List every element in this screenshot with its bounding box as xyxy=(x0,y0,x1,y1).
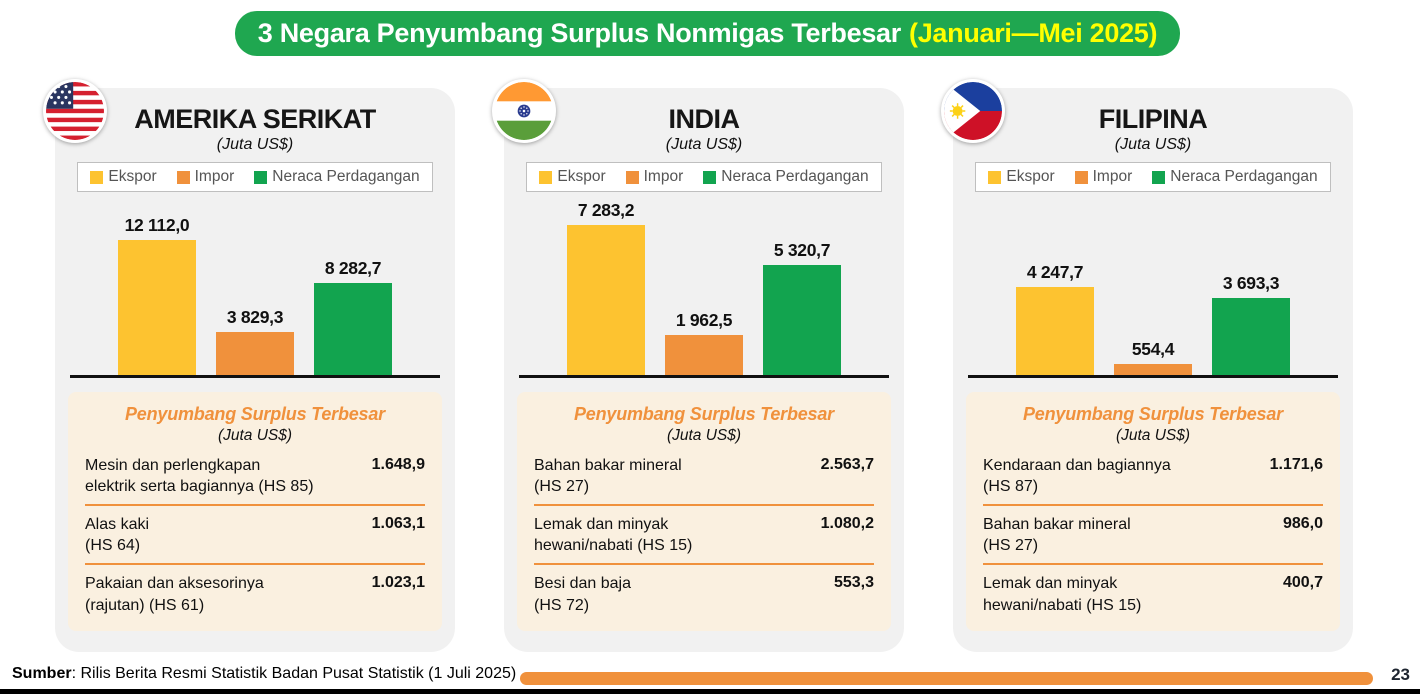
bar-ekspor: 4 247,7 xyxy=(1016,262,1094,375)
bar-chart: 12 112,0 3 829,3 8 282,7 xyxy=(70,198,440,378)
neraca-swatch-icon xyxy=(1152,170,1166,184)
bar-neraca: 5 320,7 xyxy=(763,240,841,375)
bar-chart: 4 247,7 554,4 3 693,3 xyxy=(968,198,1338,378)
bar-value-label: 5 320,7 xyxy=(773,240,831,260)
bar-ekspor: 12 112,0 xyxy=(118,215,196,375)
bar-value-label: 554,4 xyxy=(1131,339,1175,359)
legend-item-impor: Impor xyxy=(176,168,234,186)
bar-value-label: 4 247,7 xyxy=(1026,262,1084,282)
bar-value-label: 7 283,2 xyxy=(577,200,635,220)
chart-legend: Ekspor Impor Neraca Perdagangan xyxy=(526,162,882,192)
bar-fill-neraca xyxy=(1212,298,1290,375)
chart-legend: Ekspor Impor Neraca Perdagangan xyxy=(975,162,1331,192)
source-note: Sumber: Rilis Berita Resmi Statistik Bad… xyxy=(12,665,516,683)
bar-fill-neraca xyxy=(314,283,392,375)
legend-item-ekspor: Ekspor xyxy=(988,168,1055,186)
table-row: Bahan bakar mineral (HS 27) 2.563,7 xyxy=(534,456,874,496)
country-name: FILIPINA xyxy=(1098,104,1208,134)
chart-unit: (Juta US$) xyxy=(216,136,294,153)
surplus-table-unit: (Juta US$) xyxy=(666,427,742,444)
surplus-table-title: Penyumbang Surplus Terbesar xyxy=(1022,404,1283,424)
bar-value-label: 3 829,3 xyxy=(226,307,284,327)
neraca-swatch-icon xyxy=(703,170,717,184)
surplus-table: Penyumbang Surplus Terbesar (Juta US$) M… xyxy=(68,392,442,631)
bar-fill-impor xyxy=(216,332,294,375)
chart-unit: (Juta US$) xyxy=(1114,136,1192,153)
table-row: Mesin dan perlengkapan elektrik serta ba… xyxy=(85,456,425,496)
bar-neraca: 3 693,3 xyxy=(1212,273,1290,375)
legend-item-neraca: Neraca Perdagangan xyxy=(703,168,869,186)
impor-swatch-icon xyxy=(176,170,190,184)
source-text: : Rilis Berita Resmi Statistik Badan Pus… xyxy=(71,665,517,682)
bar-fill-ekspor xyxy=(567,225,645,375)
table-row: Bahan bakar mineral (HS 27) 986,0 xyxy=(983,504,1323,563)
surplus-table-title: Penyumbang Surplus Terbesar xyxy=(124,404,385,424)
legend-item-ekspor: Ekspor xyxy=(90,168,157,186)
table-row: Lemak dan minyak hewani/nabati (HS 15) 1… xyxy=(534,504,874,563)
table-row: Lemak dan minyak hewani/nabati (HS 15) 4… xyxy=(983,563,1323,622)
table-row: Pakaian dan aksesorinya (rajutan) (HS 61… xyxy=(85,563,425,622)
legend-item-neraca: Neraca Perdagangan xyxy=(254,168,420,186)
panel-amerika-serikat: AMERIKA SERIKAT (Juta US$) Ekspor Impor … xyxy=(43,79,455,652)
ekspor-swatch-icon xyxy=(539,170,553,184)
bar-neraca: 8 282,7 xyxy=(314,258,392,375)
legend-item-impor: Impor xyxy=(625,168,683,186)
bar-ekspor: 7 283,2 xyxy=(567,200,645,375)
bar-value-label: 3 693,3 xyxy=(1222,273,1280,293)
bar-value-label: 12 112,0 xyxy=(124,215,190,235)
table-row: Besi dan baja (HS 72) 553,3 xyxy=(534,563,874,622)
chart-unit: (Juta US$) xyxy=(665,136,743,153)
ekspor-swatch-icon xyxy=(988,170,1002,184)
surplus-table: Penyumbang Surplus Terbesar (Juta US$) K… xyxy=(966,392,1340,631)
philippines-flag-icon xyxy=(941,79,1005,143)
legend-item-neraca: Neraca Perdagangan xyxy=(1152,168,1318,186)
bar-fill-ekspor xyxy=(118,240,196,375)
neraca-swatch-icon xyxy=(254,170,268,184)
bottom-rule xyxy=(0,689,1420,694)
impor-swatch-icon xyxy=(1074,170,1088,184)
bar-fill-neraca xyxy=(763,265,841,375)
bar-value-label: 1 962,5 xyxy=(675,310,733,330)
page-title-main: 3 Negara Penyumbang Surplus Nonmigas Ter… xyxy=(257,18,902,48)
footer-accent-bar xyxy=(520,672,1373,685)
bar-impor: 3 829,3 xyxy=(216,307,294,375)
us-flag-icon xyxy=(43,79,107,143)
table-row: Alas kaki (HS 64) 1.063,1 xyxy=(85,504,425,563)
panel-filipina: FILIPINA (Juta US$) Ekspor Impor Neraca … xyxy=(941,79,1353,652)
bar-fill-impor xyxy=(1114,364,1192,375)
country-name: INDIA xyxy=(668,104,741,134)
ekspor-swatch-icon xyxy=(90,170,104,184)
chart-legend: Ekspor Impor Neraca Perdagangan xyxy=(77,162,433,192)
table-row: Kendaraan dan bagiannya (HS 87) 1.171,6 xyxy=(983,456,1323,496)
bar-fill-impor xyxy=(665,335,743,375)
surplus-table-unit: (Juta US$) xyxy=(1115,427,1191,444)
country-name: AMERIKA SERIKAT xyxy=(134,104,376,134)
page-title: 3 Negara Penyumbang Surplus Nonmigas Ter… xyxy=(235,11,1180,56)
page-number: 23 xyxy=(1391,665,1410,684)
surplus-table-title: Penyumbang Surplus Terbesar xyxy=(573,404,834,424)
legend-item-ekspor: Ekspor xyxy=(539,168,606,186)
panel-india: INDIA (Juta US$) Ekspor Impor Neraca Per… xyxy=(492,79,904,652)
india-flag-icon xyxy=(492,79,556,143)
bar-chart: 7 283,2 1 962,5 5 320,7 xyxy=(519,198,889,378)
surplus-table: Penyumbang Surplus Terbesar (Juta US$) B… xyxy=(517,392,891,631)
bar-impor: 1 962,5 xyxy=(665,310,743,375)
impor-swatch-icon xyxy=(625,170,639,184)
source-label: Sumber xyxy=(12,665,72,682)
surplus-table-unit: (Juta US$) xyxy=(217,427,293,444)
page-title-period: (Januari—Mei 2025) xyxy=(909,18,1158,48)
bar-impor: 554,4 xyxy=(1114,339,1192,375)
bar-value-label: 8 282,7 xyxy=(324,258,382,278)
legend-item-impor: Impor xyxy=(1074,168,1132,186)
bar-fill-ekspor xyxy=(1016,287,1094,375)
